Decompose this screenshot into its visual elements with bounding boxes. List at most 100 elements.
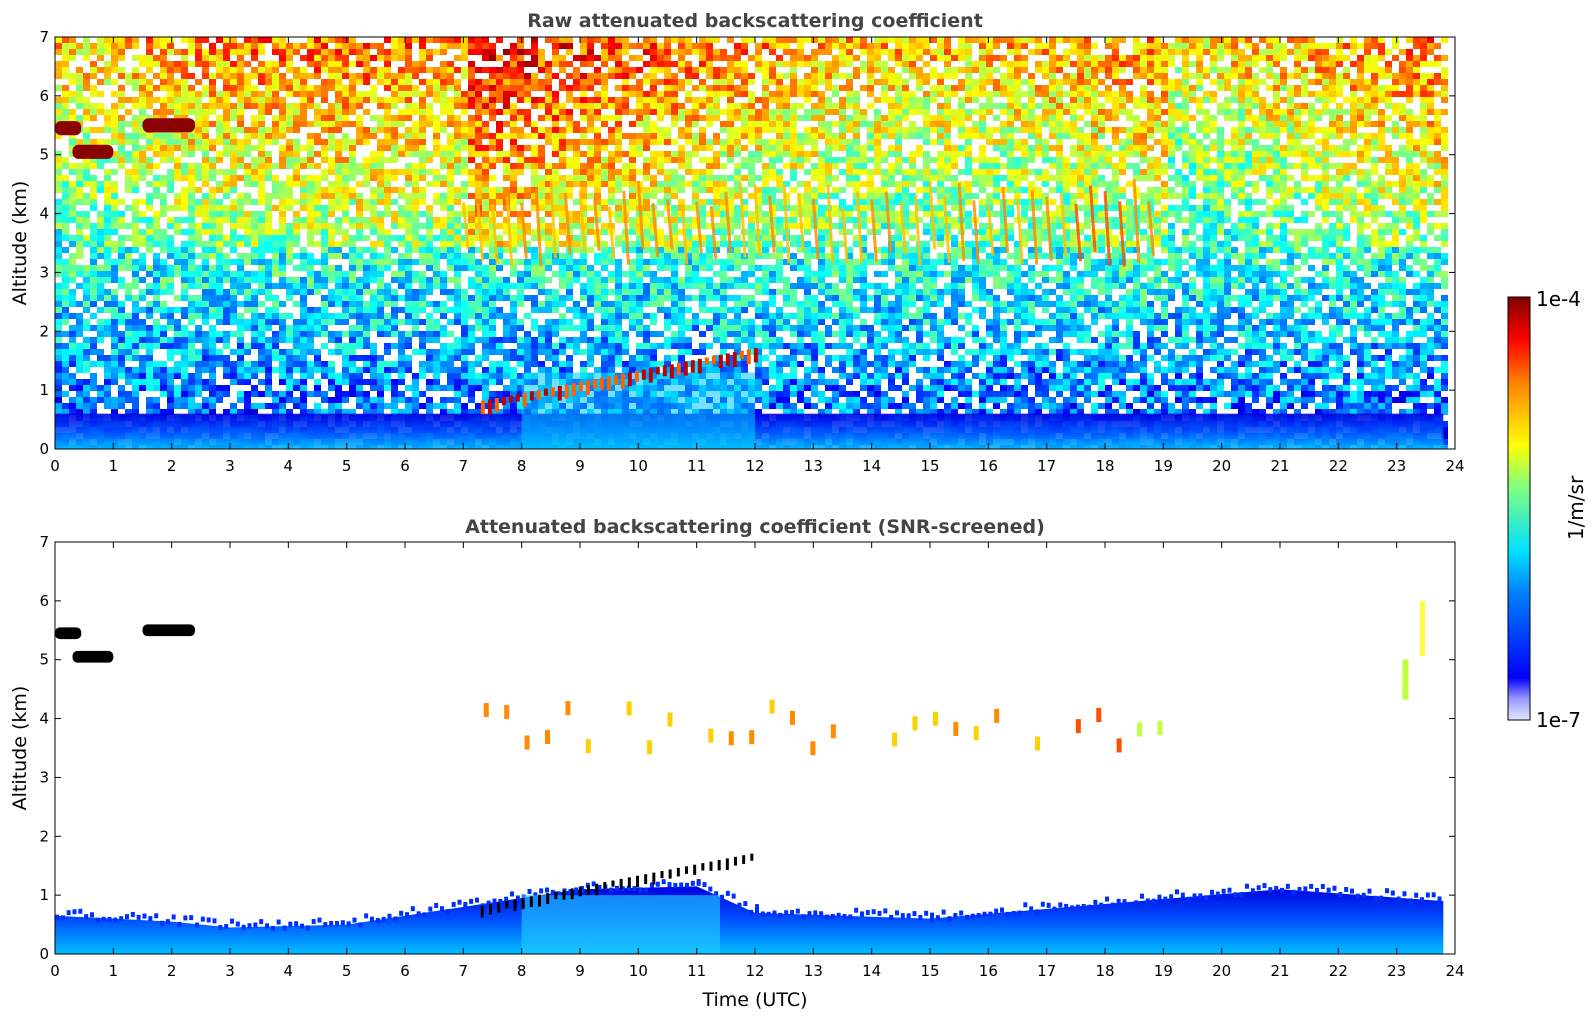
backscatter-cell [482,223,489,229]
backscatter-cell [587,205,594,211]
backscatter-cell [62,181,69,187]
backscatter-cell [419,391,426,397]
backscatter-cell [384,343,391,349]
backscatter-cell [433,265,440,271]
backscatter-cell [636,301,643,307]
backscatter-cell [440,49,447,55]
backscatter-cell [461,361,468,367]
backscatter-cell [111,361,118,367]
backscatter-cell [601,145,608,151]
backscatter-cell [503,283,510,289]
backscatter-cell [223,151,230,157]
backscatter-cell [272,253,279,259]
backscatter-cell [692,295,699,301]
backscatter-cell [118,97,125,103]
backscatter-cell [615,55,622,61]
backscatter-cell [300,319,307,325]
backscatter-cell [104,61,111,67]
backscatter-cell [622,349,629,355]
backscatter-cell [447,199,454,205]
backscatter-cell [237,223,244,229]
backscatter-cell [524,133,531,139]
backscatter-cell [83,307,90,313]
backscatter-cell [440,217,447,223]
backscatter-cell [587,37,594,43]
backscatter-cell [405,223,412,229]
backscatter-cell [195,97,202,103]
backscatter-cell [391,259,398,265]
backscatter-cell [132,37,139,43]
backscatter-cell [391,133,398,139]
backscatter-cell [237,145,244,151]
backscatter-cell [69,403,76,409]
backscatter-cell [188,391,195,397]
backscatter-cell [279,235,286,241]
backscatter-cell [265,367,272,373]
backscatter-cell [580,337,587,343]
backscatter-cell [412,103,419,109]
backscatter-cell [391,307,398,313]
backscatter-cell [566,43,573,49]
backscatter-cell [279,409,286,415]
backscatter-cell [139,115,146,121]
backscatter-cell [587,55,594,61]
backscatter-cell [566,139,573,145]
backscatter-cell [272,343,279,349]
backscatter-cell [531,355,538,361]
backscatter-cell [552,163,559,169]
backscatter-cell [489,349,496,355]
backscatter-cell [699,127,706,133]
backscatter-cell [293,73,300,79]
backscatter-cell [307,43,314,49]
backscatter-cell [559,61,566,67]
backscatter-cell [125,325,132,331]
backscatter-cell [426,37,433,43]
backscatter-cell [601,169,608,175]
backscatter-cell [279,55,286,61]
backscatter-cell [377,169,384,175]
backscatter-cell [202,307,209,313]
backscatter-cell [251,271,258,277]
backscatter-cell [503,259,510,265]
backscatter-cell [293,163,300,169]
backscatter-cell [664,133,671,139]
backscatter-cell [83,193,90,199]
backscatter-cell [321,235,328,241]
backscatter-cell [601,241,608,247]
backscatter-cell [111,127,118,133]
backscatter-cell [678,133,685,139]
backscatter-cell [188,49,195,55]
backscatter-cell [482,277,489,283]
backscatter-cell [524,193,531,199]
backscatter-cell [489,253,496,259]
backscatter-cell [580,211,587,217]
backscatter-cell [531,235,538,241]
backscatter-cell [629,259,636,265]
backscatter-cell [167,151,174,157]
backscatter-cell [552,109,559,115]
backscatter-cell [650,97,657,103]
backscatter-cell [412,403,419,409]
backscatter-cell [454,163,461,169]
backscatter-cell [300,391,307,397]
backscatter-cell [153,97,160,103]
backscatter-cell [664,91,671,97]
backscatter-cell [279,259,286,265]
backscatter-cell [188,43,195,49]
backscatter-cell [104,121,111,127]
backscatter-cell [97,289,104,295]
backscatter-cell [650,283,657,289]
backscatter-cell [55,379,62,385]
backscatter-cell [601,307,608,313]
backscatter-cell [104,169,111,175]
backscatter-cell [678,337,685,343]
backscatter-cell [125,409,132,415]
backscatter-cell [433,217,440,223]
backscatter-cell [300,187,307,193]
backscatter-cell [489,193,496,199]
backscatter-cell [447,97,454,103]
backscatter-cell [335,283,342,289]
backscatter-cell [279,103,286,109]
backscatter-cell [153,211,160,217]
backscatter-cell [314,163,321,169]
